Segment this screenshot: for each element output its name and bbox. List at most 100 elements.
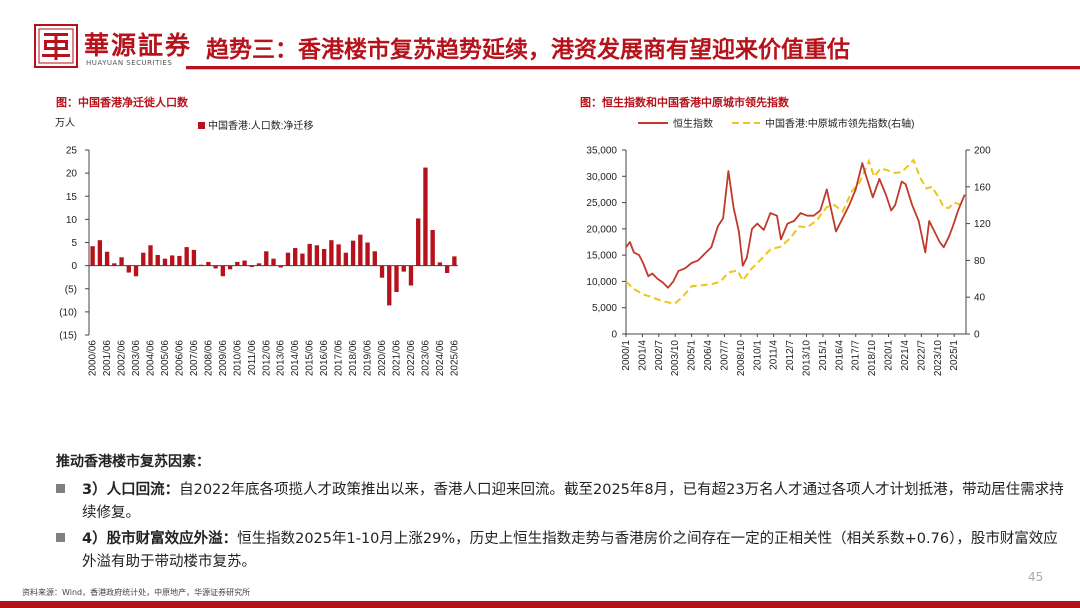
x-tick-label: 2013/10 [802, 340, 813, 377]
x-tick-label: 2022/7 [916, 340, 927, 371]
bar [256, 263, 262, 266]
bar [278, 265, 283, 268]
bar [379, 265, 385, 278]
legend-label: 恒生指数 [673, 117, 713, 130]
x-tick-label: 2007/7 [719, 340, 730, 371]
x-tick-label: 2025/1 [949, 340, 960, 371]
y-left-tick-label: 5,000 [592, 303, 617, 314]
x-tick-label: 2013/06 [276, 340, 287, 377]
x-tick-label: 2002/06 [117, 340, 128, 377]
bar [437, 262, 443, 266]
title-divider-shadow [186, 69, 1080, 70]
x-tick-label: 2012/7 [785, 340, 796, 371]
bullet-square-icon [56, 484, 65, 493]
bar [271, 258, 276, 266]
x-tick-label: 2015/06 [305, 340, 316, 377]
bar [358, 234, 363, 266]
y-tick-label: 20 [66, 169, 78, 180]
bullet-square-icon [56, 533, 65, 542]
slide-header: 華源証券 HUAYUAN SECURITIES 趋势三：香港楼市复苏趋势延续，港… [0, 0, 1080, 70]
bar [343, 252, 349, 266]
x-tick-label: 2011/06 [247, 340, 258, 376]
net-migration-bar-chart: 万人 中国香港:人口数:净迁移 25 20 15 10 5 0 (5) (10) (15) 2000/… [55, 117, 460, 377]
left-chart-caption: 图：中国香港净迁徙人口数 [56, 96, 188, 109]
source-note: 资料来源：Wind，香港政府统计处，中原地产，华源证券研究所 [22, 588, 251, 597]
bar [97, 240, 103, 266]
x-tick-label: 2010/06 [232, 340, 243, 377]
x-tick-label: 2007/06 [189, 340, 200, 377]
x-tick-label: 2025/06 [449, 340, 460, 377]
x-tick-label: 2022/06 [406, 340, 417, 377]
driver-text: 4）股市财富效应外溢：恒生指数2025年1-10月上涨29%，历史上恒生指数走势… [82, 528, 1068, 574]
bar [350, 240, 356, 266]
bar [206, 261, 211, 266]
y-tick-label: (15) [59, 331, 77, 342]
series-line-hsi [625, 162, 966, 289]
x-tick-label: 2018/06 [348, 340, 359, 377]
drivers-heading: 推动香港楼市复苏因素： [56, 454, 210, 470]
x-tick-label: 2010/1 [752, 340, 763, 371]
huayuan-logo-icon [34, 24, 78, 68]
y-right-tick-label: 80 [974, 256, 986, 267]
y-tick-label: 15 [66, 192, 78, 203]
brand-name: 華源証券 [84, 31, 193, 60]
legend-label: 中国香港:人口数:净迁移 [208, 119, 314, 132]
y-tick-label: 5 [71, 238, 77, 249]
bar [104, 251, 110, 266]
bar [141, 252, 146, 266]
footer-bar [0, 601, 1080, 608]
bar [264, 251, 269, 266]
bar [90, 246, 95, 266]
driver-label: 4）股市财富效应外溢： [82, 531, 238, 547]
x-tick-label: 2020/1 [884, 340, 895, 371]
page-number: 45 [1028, 570, 1044, 584]
x-tick-label: 2003/06 [131, 340, 142, 377]
bar [162, 258, 168, 266]
x-tick-label: 2021/4 [900, 340, 911, 371]
bar [394, 265, 399, 292]
y-left-tick-label: 25,000 [586, 198, 617, 209]
x-tick-label: 2020/06 [377, 340, 388, 377]
y-left-tick-label: 30,000 [586, 172, 617, 183]
bar [365, 242, 370, 266]
x-tick-label: 2008/06 [203, 340, 214, 377]
bar [177, 255, 182, 266]
x-tick-label: 2001/06 [102, 340, 113, 377]
bar [408, 265, 414, 286]
bar [235, 261, 240, 266]
bar [307, 243, 312, 266]
bar [336, 244, 341, 266]
bar [249, 265, 254, 268]
bar [242, 260, 247, 266]
bar [155, 254, 160, 266]
bar [184, 247, 189, 266]
bar [112, 263, 117, 266]
slide-title: 趋势三：香港楼市复苏趋势延续，港资发展商有望迎来价值重估 [206, 37, 850, 63]
x-tick-label: 2000/1 [621, 340, 632, 371]
bar [329, 240, 334, 266]
y-right-tick-label: 120 [974, 219, 991, 230]
x-tick-label: 2005/06 [160, 340, 171, 377]
bar [401, 265, 406, 272]
bar [191, 249, 197, 266]
hsi-cci-line-chart: 恒生指数 中国香港:中原城市领先指数(右轴) 35,000 30,000 25,000 2… [586, 117, 991, 377]
bar [213, 265, 218, 269]
driver-label: 3）人口回流： [82, 482, 180, 498]
y-left-tick-label: 0 [611, 330, 617, 341]
x-tick-label: 2024/06 [435, 340, 446, 377]
y-tick-label: 0 [71, 261, 77, 272]
y-right-tick-label: 160 [974, 182, 991, 193]
driver-body: 自2022年底各项揽人才政策推出以来，香港人口迎来回流。截至2025年8月，已有… [82, 482, 1064, 521]
title-divider [186, 66, 1080, 69]
bar [133, 265, 139, 277]
bar [416, 218, 421, 266]
bar [430, 230, 435, 266]
x-tick-label: 2006/06 [174, 340, 185, 377]
y-left-tick-label: 15,000 [586, 251, 617, 262]
y-tick-label: (5) [65, 284, 77, 295]
bar [198, 264, 204, 266]
bar [126, 265, 131, 273]
bar [444, 265, 450, 274]
bar [220, 265, 226, 277]
driver-text: 3）人口回流：自2022年底各项揽人才政策推出以来，香港人口迎来回流。截至202… [82, 479, 1068, 525]
